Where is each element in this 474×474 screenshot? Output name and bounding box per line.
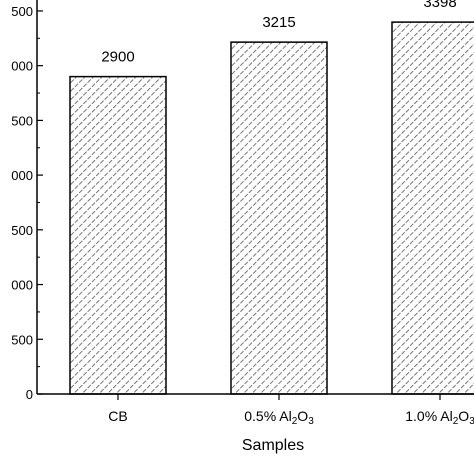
y-tick-label-1: 500 bbox=[11, 332, 33, 347]
y-tick-label-3: 500 bbox=[11, 223, 33, 238]
y-tick-label-4: 000 bbox=[11, 168, 33, 183]
value-label-2: 3398 bbox=[423, 0, 456, 11]
y-tick-label-0: 0 bbox=[26, 387, 33, 402]
category-label-1: 0.5% Al2O3 bbox=[244, 408, 314, 427]
category-label-2: 1.0% Al2O3 bbox=[405, 408, 474, 427]
value-label-1: 3215 bbox=[262, 14, 295, 31]
bar-2 bbox=[391, 21, 474, 395]
bar-0 bbox=[69, 75, 167, 395]
bar-1 bbox=[230, 41, 328, 395]
y-tick-label-6: 000 bbox=[11, 59, 33, 74]
y-tick-label-5: 500 bbox=[11, 113, 33, 128]
y-tick-label-2: 000 bbox=[11, 278, 33, 293]
x-axis-title: Samples bbox=[242, 437, 304, 454]
y-tick-label-7: 500 bbox=[11, 4, 33, 19]
category-label-0: CB bbox=[108, 408, 127, 424]
value-label-0: 2900 bbox=[101, 49, 134, 66]
